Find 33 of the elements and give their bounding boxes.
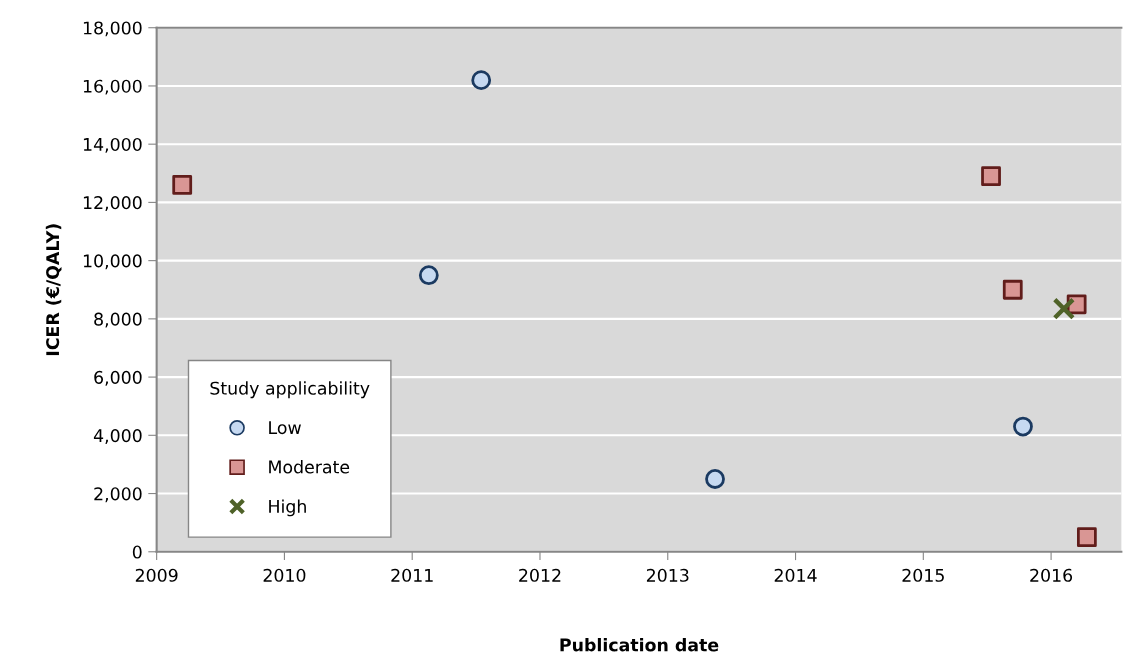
point: [1002, 279, 1023, 300]
point: [418, 265, 439, 286]
legend-label: Moderate: [269, 460, 350, 474]
point: [1052, 297, 1076, 320]
y-tick-label: 12,000: [83, 196, 142, 212]
legend-label: High: [269, 499, 306, 517]
point: [1076, 527, 1097, 548]
y-tick-label: 8,000: [94, 312, 142, 328]
y-tick-label: 16,000: [83, 79, 142, 95]
point: [172, 175, 193, 195]
x-tick-label: 2010: [263, 568, 306, 582]
x-tick-label: 2014: [774, 568, 817, 582]
y-tick-label: 0: [132, 545, 142, 559]
y-tick-label: 6,000: [94, 370, 142, 386]
point: [1013, 416, 1033, 437]
x-axis-title: Publication date: [560, 638, 719, 652]
y-tick-label: 4,000: [93, 429, 142, 444]
point: [705, 469, 725, 489]
x-tick-label: 2009: [135, 568, 178, 582]
y-tick-label: 2,000: [94, 487, 142, 503]
x-tick-label: 2013: [646, 568, 689, 582]
y-tick-label: 18,000: [83, 21, 142, 37]
x-tick-label: 2016: [1030, 568, 1073, 582]
y-tick-label: 14,000: [83, 137, 142, 153]
point: [981, 166, 1001, 187]
legend-label: Low: [269, 421, 301, 435]
x-tick-label: 2015: [902, 568, 944, 582]
legend-title: Study applicability: [210, 381, 370, 399]
y-tick-label: 10,000: [83, 254, 142, 270]
x-tick-label: 2012: [519, 568, 561, 582]
point: [471, 70, 492, 91]
x-tick-label: 2011: [391, 568, 433, 582]
y-axis-title: ICER (€/QALY): [45, 224, 62, 356]
